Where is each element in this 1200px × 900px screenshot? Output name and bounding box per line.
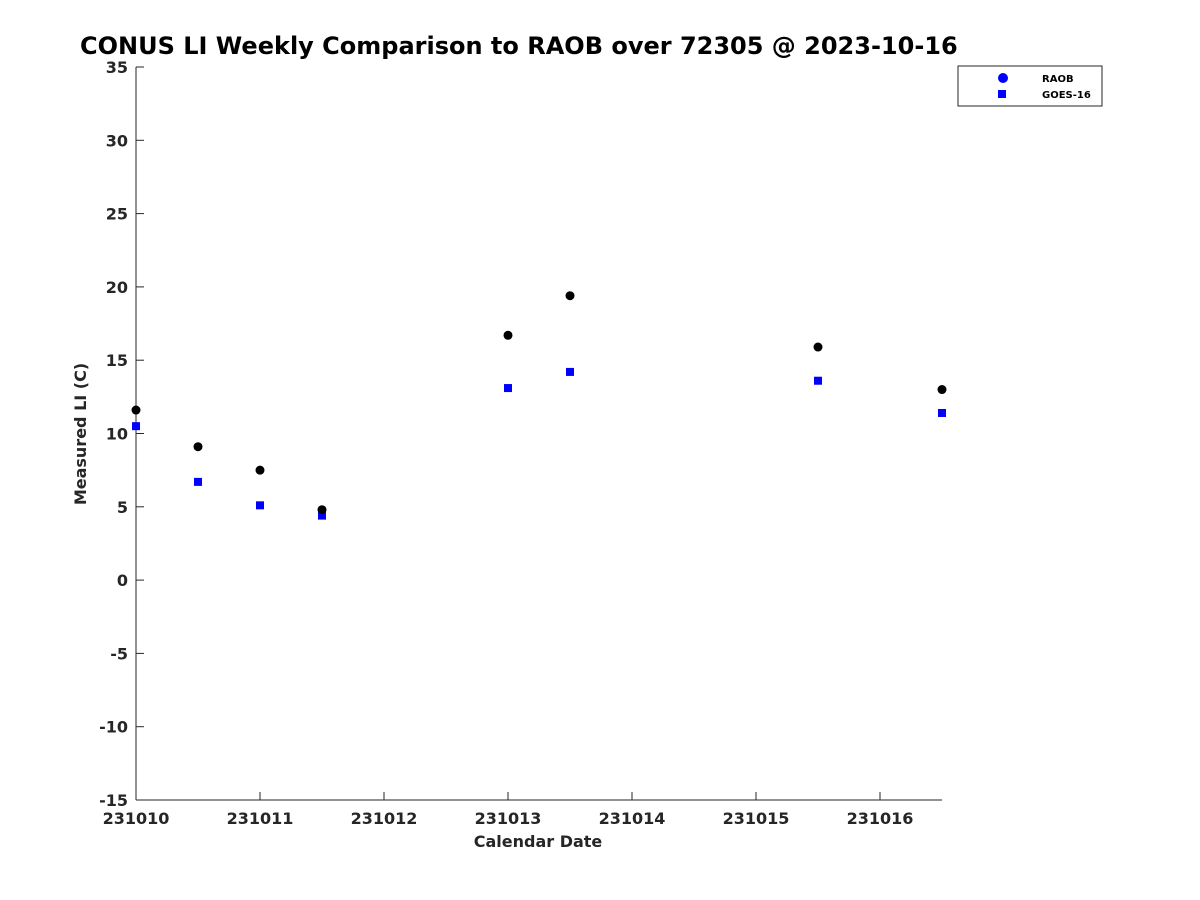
y-tick-label: 35: [106, 58, 128, 77]
y-tick-label: 15: [106, 351, 128, 370]
legend-label: RAOB: [1042, 74, 1074, 85]
legend-raob-marker: [998, 73, 1008, 83]
legend-box: [957, 65, 1103, 107]
goes16-point: [194, 477, 202, 486]
y-tick-label: 0: [117, 571, 128, 590]
raob-point: [937, 385, 947, 395]
goes16-point: [566, 367, 574, 376]
x-tick-label: 231010: [103, 809, 170, 828]
raob-point: [813, 342, 823, 352]
raob-point: [131, 405, 141, 415]
x-tick-label: 231012: [351, 809, 418, 828]
raob-point: [317, 505, 327, 515]
goes16-point: [938, 408, 946, 417]
raob-point: [255, 465, 265, 475]
x-tick-label: 231014: [599, 809, 666, 828]
y-tick-label: 25: [106, 205, 128, 224]
goes16-point: [318, 511, 326, 520]
y-tick-label: 30: [106, 131, 128, 150]
x-tick-label: 231011: [227, 809, 294, 828]
axes: -15 -10 -5 0 5 10 15 20 25 30 35 231010 231011 231012…: [99, 58, 942, 828]
y-axis-label: Measured LI (C): [71, 363, 90, 505]
y-tick-label: -10: [99, 718, 128, 737]
raob-point: [565, 291, 575, 301]
x-tick-label: 231015: [723, 809, 790, 828]
goes16-point: [814, 376, 822, 385]
raob-point: [503, 330, 513, 340]
goes16-point: [504, 384, 512, 393]
goes16-point: [256, 501, 264, 510]
x-tick-label: 231013: [475, 809, 542, 828]
legend-goes16-marker: [998, 90, 1006, 98]
y-tick-label: 5: [117, 498, 128, 517]
x-tick-label: 231016: [847, 809, 914, 828]
raob-point: [193, 442, 203, 452]
y-tick-label: -15: [99, 791, 128, 810]
legend-label: GOES-16: [1042, 90, 1091, 101]
y-tick-label: 10: [106, 425, 128, 444]
y-tick-label: -5: [110, 644, 128, 663]
x-axis-label: Calendar Date: [474, 832, 603, 851]
data-marks: [131, 291, 947, 520]
goes16-point: [132, 422, 140, 431]
chart-title: CONUS LI Weekly Comparison to RAOB over …: [80, 32, 958, 60]
y-tick-label: 20: [106, 278, 128, 297]
legend: RAOB GOES-16: [957, 65, 1103, 107]
